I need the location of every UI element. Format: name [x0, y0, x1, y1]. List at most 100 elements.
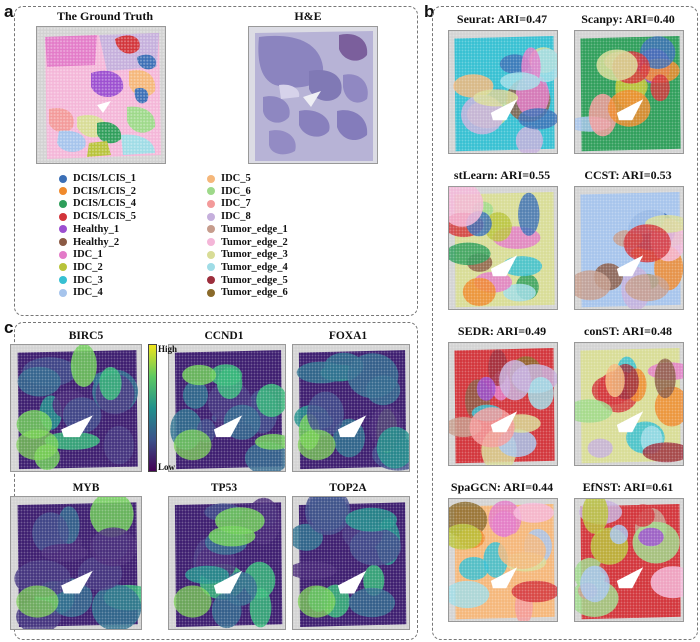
legend-swatch — [59, 225, 67, 234]
legend-label: DCIS/LCIS_4 — [73, 198, 137, 210]
method-cluster-map — [448, 342, 558, 466]
panel-letter-b: b — [424, 2, 435, 21]
legend-label: Tumor_edge_3 — [221, 249, 288, 261]
ground-truth-map — [36, 26, 166, 164]
legend-label: Tumor_edge_5 — [221, 274, 288, 286]
panel-letter-c: c — [4, 318, 14, 337]
method-title: Seurat: ARI=0.47 — [456, 12, 548, 26]
method-title: CCST: ARI=0.53 — [584, 168, 672, 182]
method-cluster-map — [448, 498, 558, 622]
gene-expression-map — [292, 496, 410, 630]
legend-label: DCIS/LCIS_2 — [73, 185, 137, 197]
legend-swatch — [207, 263, 215, 272]
legend-item: IDC_3 — [59, 275, 103, 286]
legend-label: IDC_6 — [221, 185, 251, 197]
legend-item: Tumor_edge_4 — [207, 262, 288, 273]
legend-swatch — [59, 288, 67, 297]
legend-label: IDC_7 — [221, 198, 251, 210]
gene-expression-map — [168, 496, 286, 630]
gene-expression-map — [10, 496, 142, 630]
gene-expression-map — [292, 344, 410, 472]
legend-label: Tumor_edge_6 — [221, 287, 288, 299]
legend-item: DCIS/LCIS_5 — [59, 211, 136, 222]
colorbar-low-label: Low — [158, 462, 176, 472]
legend-label: Healthy_1 — [73, 223, 120, 235]
legend-swatch — [207, 212, 215, 221]
gene-expression-map — [10, 344, 142, 472]
legend-label: Healthy_2 — [73, 236, 120, 248]
method-title: SEDR: ARI=0.49 — [457, 324, 547, 338]
colorbar — [148, 344, 157, 472]
method-title: Scanpy: ARI=0.40 — [581, 12, 675, 26]
legend-label: IDC_4 — [73, 287, 103, 299]
method-cluster-map — [448, 186, 558, 310]
legend-item: Healthy_1 — [59, 224, 119, 235]
legend-item: IDC_7 — [207, 198, 251, 209]
legend-label: Tumor_edge_4 — [221, 261, 288, 273]
legend-label: IDC_3 — [73, 274, 103, 286]
legend-label: DCIS/LCIS_1 — [73, 173, 137, 184]
legend-item: DCIS/LCIS_2 — [59, 186, 136, 197]
legend-item: Tumor_edge_6 — [207, 287, 288, 298]
legend-label: IDC_1 — [73, 249, 103, 261]
method-title: EfNST: ARI=0.61 — [582, 480, 674, 494]
panel-b-border — [432, 6, 698, 640]
method-cluster-map — [574, 186, 684, 310]
panel-c-border — [14, 322, 418, 640]
method-cluster-map — [574, 498, 684, 622]
legend-item: Tumor_edge_3 — [207, 249, 288, 260]
legend-swatch — [207, 187, 215, 196]
method-cluster-map — [574, 342, 684, 466]
gene-title: TOP2A — [329, 482, 367, 494]
method-cluster-map — [574, 30, 684, 154]
legend-item: Healthy_2 — [59, 237, 119, 248]
he-image — [248, 26, 378, 164]
legend-swatch — [207, 199, 215, 208]
method-title: conST: ARI=0.48 — [584, 324, 672, 338]
legend-item: IDC_5 — [207, 173, 251, 184]
legend-label: IDC_2 — [73, 261, 103, 273]
gene-title: TP53 — [210, 482, 238, 494]
legend-swatch — [59, 199, 67, 208]
legend-swatch — [207, 174, 215, 183]
legend-label: DCIS/LCIS_5 — [73, 211, 137, 223]
legend-swatch — [59, 238, 67, 246]
ground-truth-title: The Ground Truth — [56, 9, 154, 23]
legend-item: Tumor_edge_2 — [207, 237, 288, 248]
method-cluster-map — [448, 30, 558, 154]
panel-a-border — [14, 6, 418, 316]
legend-label: Tumor_edge_2 — [221, 236, 288, 248]
legend-swatch — [59, 276, 67, 285]
legend-item: Tumor_edge_1 — [207, 224, 288, 235]
legend-swatch — [59, 212, 67, 221]
legend-swatch — [59, 187, 67, 196]
method-title: SpaGCN: ARI=0.44 — [450, 480, 554, 494]
legend-label: IDC_8 — [221, 211, 251, 223]
gene-expression-map — [168, 344, 286, 472]
legend-swatch — [207, 225, 215, 234]
legend-swatch — [59, 174, 67, 183]
legend-swatch — [207, 250, 215, 259]
legend-swatch — [207, 288, 215, 297]
gene-title: BIRC5 — [68, 330, 104, 342]
legend-item: IDC_6 — [207, 186, 251, 197]
legend-item: IDC_8 — [207, 211, 251, 222]
legend-item: DCIS/LCIS_4 — [59, 198, 136, 209]
legend-item: IDC_4 — [59, 287, 103, 298]
legend-label: IDC_5 — [221, 173, 251, 184]
legend-item: IDC_2 — [59, 262, 103, 273]
legend-item: DCIS/LCIS_1 — [59, 173, 136, 184]
colorbar-high-label: High — [158, 344, 178, 354]
method-title: stLearn: ARI=0.55 — [453, 168, 551, 182]
legend-swatch — [59, 250, 67, 259]
legend-label: Tumor_edge_1 — [221, 223, 288, 235]
legend-swatch — [207, 276, 215, 285]
legend-item: Tumor_edge_5 — [207, 275, 288, 286]
legend-swatch — [207, 238, 215, 246]
gene-title: CCND1 — [204, 330, 244, 342]
panel-letter-a: a — [4, 2, 14, 21]
legend-item: IDC_1 — [59, 249, 103, 260]
gene-title: FOXA1 — [328, 330, 368, 342]
legend-swatch — [59, 263, 67, 272]
gene-title: MYB — [72, 482, 100, 494]
